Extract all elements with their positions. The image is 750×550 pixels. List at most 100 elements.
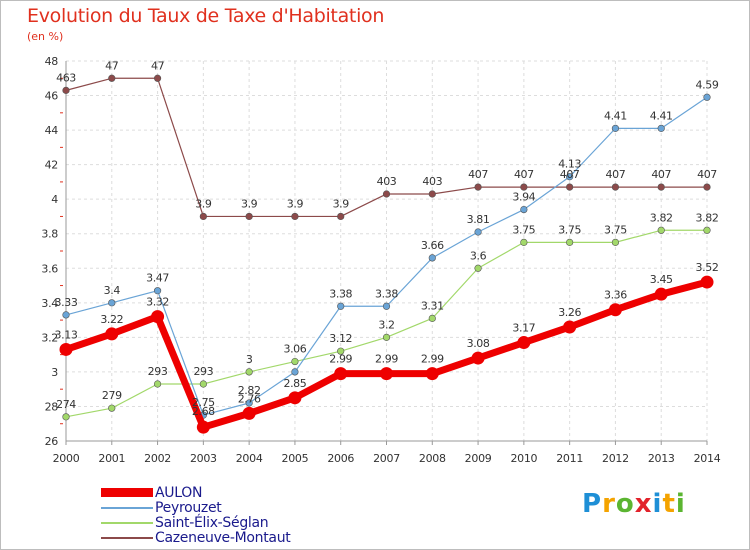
y-tick-label: 26 [45,435,59,448]
data-label: 3.26 [558,306,581,319]
data-label: 3.9 [333,197,350,210]
data-label: 293 [193,365,213,378]
data-point [108,299,116,307]
data-point [566,238,574,246]
data-point [291,368,299,376]
data-label: 4.41 [604,109,627,122]
data-point [611,183,620,191]
data-point [291,357,299,366]
unit-label: (en %) [27,30,64,43]
data-label: 3.38 [375,287,398,300]
data-label: 3.82 [650,211,673,224]
y-tick-label: 3.4 [41,297,58,310]
data-label: 3 [246,353,253,366]
data-label: 3.38 [329,287,352,300]
x-tick-label: 2011 [556,452,583,465]
data-label: 2.85 [283,377,306,390]
x-tick-label: 2004 [236,452,263,465]
data-label: 3.81 [467,213,490,226]
y-tick-label: 44 [45,124,59,137]
data-label: 2.82 [238,384,261,397]
data-point [428,314,436,322]
data-point [108,404,116,412]
data-point [153,380,162,388]
y-tick-label: 3.6 [41,262,58,275]
data-point [566,183,574,191]
data-point [474,228,482,236]
data-label: 3.47 [146,272,169,285]
data-point [611,124,620,132]
data-label: 3.12 [329,332,352,345]
logo-letter: i [652,489,663,519]
data-point [428,190,436,198]
data-point [380,367,393,381]
data-point [700,275,714,289]
logo-letter: i [675,489,686,519]
data-point [611,238,620,246]
data-point [474,264,482,272]
logo-letter: t [662,489,676,519]
data-label: 407 [651,168,671,181]
x-tick-label: 2006 [327,452,354,465]
y-tick-label: 4 [51,193,58,206]
logo-letter: x [634,489,653,519]
data-point [657,124,665,132]
data-point [703,183,711,191]
data-label: 3.75 [604,223,627,236]
data-label: 3.13 [55,328,78,341]
data-point [153,74,162,82]
data-point [520,238,528,246]
x-tick-label: 2003 [190,452,217,465]
data-point [566,173,574,181]
data-point [654,287,668,301]
data-point [153,287,162,295]
x-tick-label: 2009 [465,452,492,465]
data-point [245,368,253,376]
data-label: 293 [148,365,168,378]
data-label: 4.13 [558,158,581,171]
data-point [474,183,482,191]
data-point [199,380,207,388]
x-tick-label: 2000 [53,452,80,465]
data-label: 407 [468,168,488,181]
legend-swatch-aulon [101,488,153,497]
data-point [337,302,345,310]
data-point [105,327,119,341]
legend-item-saint-elix-seglan: Saint-Élix-Séglan [101,514,290,531]
data-point [520,205,528,214]
legend-item-aulon: AULON [101,485,290,501]
data-point [703,226,711,234]
x-tick-label: 2014 [694,452,721,465]
data-label: 47 [151,59,165,72]
data-point [382,302,391,310]
data-point [245,212,253,221]
data-labels: 3.13 3.22 3.32 2.68 2.76 2.85 2.99 2.99 2.99 3.08… [55,59,720,418]
data-label: 4.41 [650,109,673,122]
x-tick-label: 2008 [419,452,446,465]
data-label: 3.45 [650,273,673,286]
legend-label: Cazeneuve-Montaut [155,529,291,546]
data-label: 3.82 [696,211,719,224]
data-point [563,320,577,334]
data-label: 2.99 [329,353,352,366]
proxiti-logo: Proxiti [582,489,686,519]
y-tick-label: 3.8 [41,228,58,241]
data-point [334,367,348,381]
data-label: 3.08 [467,337,490,350]
data-label: 403 [377,175,397,188]
x-tick-label: 2012 [602,452,629,465]
y-tick-label: 46 [45,90,59,103]
data-point [337,347,345,355]
data-label: 279 [102,389,122,402]
x-tick-label: 2007 [373,452,400,465]
data-label: 403 [422,175,442,188]
data-point [62,413,70,421]
data-label: 2.76 [238,392,261,405]
legend-label: Saint-Élix-Séglan [155,514,269,531]
data-point [517,336,531,350]
data-label: 407 [514,168,534,181]
data-label: 3.94 [512,191,535,204]
data-point [382,333,391,341]
data-label: 3.31 [421,299,444,312]
